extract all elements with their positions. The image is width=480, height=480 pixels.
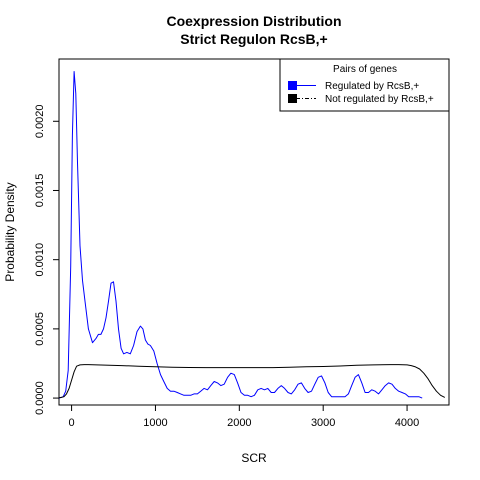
y-tick-label: 0.0015 bbox=[34, 174, 46, 208]
y-tick-label: 0.0000 bbox=[34, 381, 46, 415]
y-axis-label: Probability Density bbox=[3, 182, 17, 281]
x-tick-label: 4000 bbox=[395, 417, 419, 429]
series-line-regulated bbox=[58, 71, 423, 399]
legend: Pairs of genes Regulated by RcsB,+ Not r… bbox=[279, 58, 450, 112]
x-tick-label: 0 bbox=[69, 417, 75, 429]
y-tick-label: 0.0020 bbox=[34, 104, 46, 138]
legend-swatch-not-regulated bbox=[288, 94, 297, 103]
legend-title: Pairs of genes bbox=[333, 64, 397, 75]
y-axis: 0.0000 0.0005 0.0010 0.0015 0.0020 bbox=[34, 104, 59, 415]
chart-subtitle: Strict Regulon RcsB,+ bbox=[180, 31, 327, 47]
y-tick-label: 0.0005 bbox=[34, 312, 46, 346]
x-axis: 0 1000 2000 3000 4000 bbox=[69, 405, 419, 429]
legend-swatch-regulated bbox=[288, 81, 297, 90]
x-tick-label: 3000 bbox=[311, 417, 335, 429]
x-tick-label: 1000 bbox=[143, 417, 167, 429]
chart-title: Coexpression Distribution bbox=[166, 13, 341, 29]
legend-label-not-regulated: Not regulated by RcsB,+ bbox=[325, 94, 434, 105]
y-tick-label: 0.0010 bbox=[34, 243, 46, 277]
plot-frame bbox=[58, 58, 450, 406]
series-line-not-regulated bbox=[58, 364, 446, 399]
x-tick-label: 2000 bbox=[227, 417, 251, 429]
legend-label-regulated: Regulated by RcsB,+ bbox=[325, 81, 419, 92]
x-axis-label: SCR bbox=[241, 451, 267, 465]
series-layer bbox=[58, 71, 446, 399]
